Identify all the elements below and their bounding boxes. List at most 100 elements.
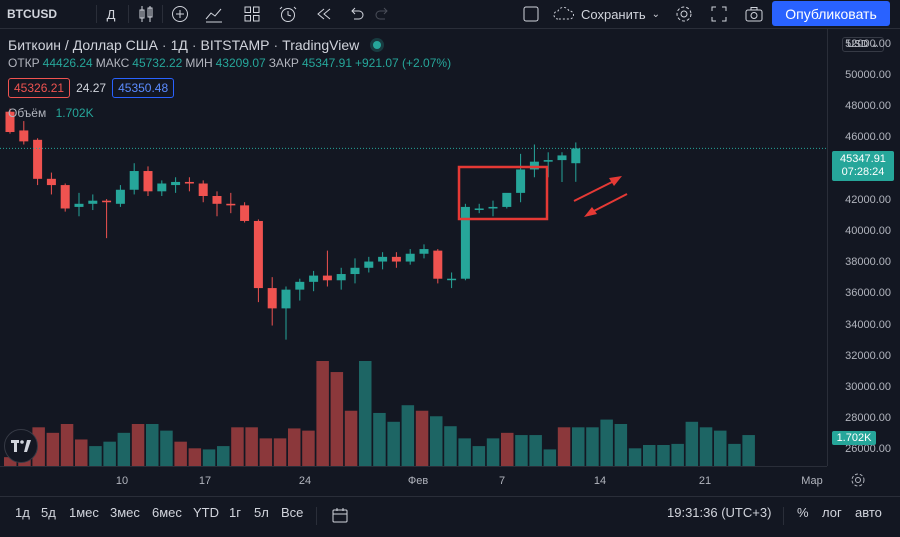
- candle: [378, 252, 388, 270]
- volume-bar: [245, 427, 258, 466]
- candle: [184, 177, 194, 192]
- candle: [253, 219, 263, 303]
- save-label: Сохранить: [581, 6, 646, 22]
- save-button[interactable]: Сохранить ⌄: [553, 0, 665, 28]
- open-value: 44426.24: [42, 56, 93, 70]
- market-status-dot-icon[interactable]: [373, 41, 382, 49]
- candle: [350, 258, 360, 284]
- auto-scale-button[interactable]: авто: [855, 505, 882, 520]
- interval-button[interactable]: Д: [100, 0, 122, 28]
- price-tick-label: 42000.00: [845, 193, 891, 206]
- spread-value: 24.27: [76, 81, 107, 95]
- volume-bar: [614, 424, 628, 466]
- toolbar-divider: [316, 507, 317, 525]
- indicators-plus-icon[interactable]: [168, 0, 192, 28]
- candle-body: [378, 256, 388, 262]
- price-axis[interactable]: USD ⌄ 52000.0050000.0048000.0046000.0044…: [827, 29, 900, 466]
- select-square-icon[interactable]: [519, 0, 543, 28]
- sell-price-button[interactable]: 45326.21: [8, 78, 71, 98]
- chart-pane[interactable]: Биткоин / Доллар США · 1Д · BITSTAMP · T…: [0, 29, 827, 466]
- currency-selector[interactable]: USD ⌄: [842, 37, 885, 52]
- candle: [309, 270, 319, 292]
- candle-body: [460, 206, 470, 279]
- volume-bar: [699, 427, 713, 466]
- alert-clock-icon[interactable]: [276, 0, 300, 28]
- low-value: 43209.07: [215, 56, 266, 70]
- bottom-toolbar: 1д 5д 1мес 3мес 6мес YTD 1г 5л Все 19:31…: [0, 496, 900, 537]
- volume-bar: [4, 457, 17, 466]
- candle-body: [364, 261, 374, 268]
- time-tick-label: Фев: [407, 475, 429, 487]
- candle: [474, 203, 484, 214]
- cloud-icon: [553, 7, 574, 20]
- candle-body: [281, 289, 291, 309]
- date-range-icon[interactable]: [332, 507, 348, 528]
- toolbar-divider: [96, 5, 97, 23]
- range-5d-button[interactable]: 5д: [41, 505, 56, 520]
- volume-bar: [714, 430, 727, 466]
- volume-bar: [330, 372, 344, 466]
- range-1d-button[interactable]: 1д: [15, 505, 30, 520]
- candlestick-chart: [0, 108, 827, 466]
- candle: [502, 192, 512, 209]
- candles-icon[interactable]: [134, 0, 158, 28]
- price-tick-label: 50000.00: [845, 68, 891, 81]
- range-6m-button[interactable]: 6мес: [152, 505, 182, 520]
- annotation-rectangle[interactable]: [457, 165, 549, 221]
- candle-body: [74, 203, 84, 207]
- layout-grid-icon[interactable]: [240, 0, 264, 28]
- buy-price-button[interactable]: 45350.48: [112, 78, 175, 98]
- publish-button[interactable]: Опубликовать: [772, 1, 890, 26]
- candle: [226, 192, 236, 214]
- candle-body: [543, 160, 553, 162]
- fullscreen-icon[interactable]: [707, 0, 731, 28]
- candle-body: [488, 206, 498, 209]
- range-ytd-button[interactable]: YTD: [193, 505, 219, 520]
- volume-bar: [728, 443, 741, 466]
- volume-bar: [188, 448, 202, 466]
- range-1m-button[interactable]: 1мес: [69, 505, 99, 520]
- price-tick-label: 52000.00: [845, 37, 891, 50]
- indicators-icon[interactable]: [202, 0, 226, 28]
- volume-legend: Объём 1.702K: [8, 106, 94, 120]
- annotation-arrow-down[interactable]: [584, 193, 628, 217]
- change-value: +921.07 (+2.07%): [355, 56, 452, 70]
- candle-body: [391, 256, 401, 262]
- volume-bar: [89, 446, 102, 466]
- camera-icon[interactable]: [742, 0, 766, 28]
- volume-bar: [430, 416, 443, 466]
- annotation-arrow-up[interactable]: [573, 176, 622, 202]
- range-1y-button[interactable]: 1г: [229, 505, 241, 520]
- candle-body: [129, 171, 139, 190]
- volume-bar: [103, 441, 116, 466]
- candle: [46, 172, 56, 195]
- tradingview-logo[interactable]: [4, 429, 38, 463]
- toolbar-divider: [128, 5, 129, 23]
- clock-timezone-button[interactable]: 19:31:36 (UTC+3): [667, 505, 772, 520]
- price-tick-label: 36000.00: [845, 287, 891, 300]
- candle: [171, 177, 181, 193]
- candle-body: [447, 278, 457, 281]
- candle: [88, 194, 98, 211]
- time-axis[interactable]: 10 17 24 Фев 7 14 21 Мар: [0, 466, 827, 497]
- candle: [391, 252, 401, 268]
- volume-bar: [628, 448, 642, 466]
- range-3m-button[interactable]: 3мес: [110, 505, 140, 520]
- replay-icon[interactable]: [312, 0, 336, 28]
- percent-scale-button[interactable]: %: [797, 505, 809, 520]
- log-scale-button[interactable]: лог: [822, 505, 842, 520]
- symbol-search-button[interactable]: BTCUSD: [6, 0, 58, 28]
- redo-icon[interactable]: [372, 0, 394, 28]
- undo-icon[interactable]: [345, 0, 367, 28]
- volume-bar: [316, 361, 329, 466]
- range-5y-button[interactable]: 5л: [254, 505, 269, 520]
- volume-bar: [515, 435, 528, 466]
- axis-settings-gear-icon[interactable]: [850, 472, 866, 493]
- range-all-button[interactable]: Все: [281, 505, 304, 520]
- volume-bar: [557, 427, 571, 466]
- high-value: 45732.22: [132, 56, 183, 70]
- candle: [529, 144, 539, 178]
- candle: [74, 192, 84, 217]
- volume-bar: [472, 446, 486, 466]
- settings-gear-icon[interactable]: [672, 0, 696, 28]
